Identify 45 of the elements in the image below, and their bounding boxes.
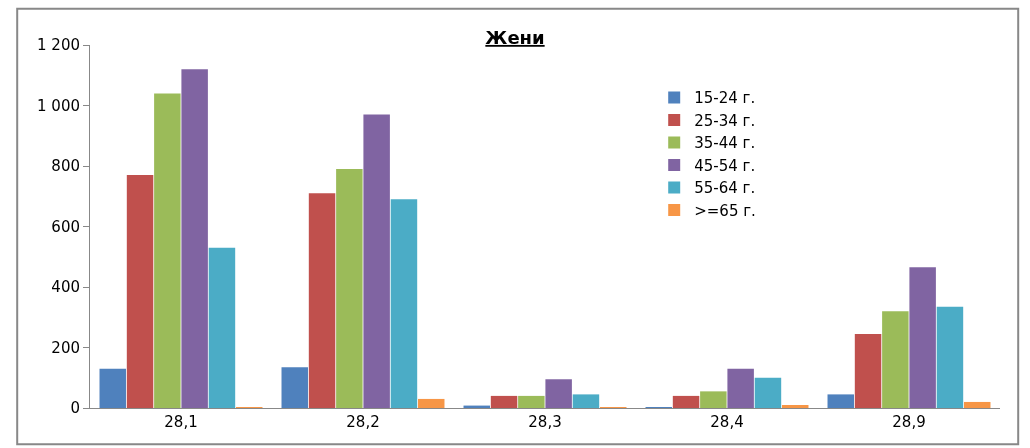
bar xyxy=(181,69,208,408)
legend-label: 45-54 г. xyxy=(694,156,756,175)
bar xyxy=(418,398,445,408)
bar xyxy=(390,199,418,408)
bar xyxy=(936,306,964,408)
legend-label: 35-44 г. xyxy=(694,134,756,153)
y-tick-label: 1 000 xyxy=(37,96,80,115)
bar xyxy=(490,395,518,408)
y-tick-label: 0 xyxy=(70,399,80,418)
bar xyxy=(909,267,936,408)
y-tick-label: 800 xyxy=(51,157,80,176)
bar xyxy=(545,379,572,408)
bar xyxy=(281,367,308,408)
bar xyxy=(754,377,782,408)
bar xyxy=(308,193,336,408)
bar xyxy=(336,169,363,408)
bar xyxy=(572,394,600,408)
y-tick-label: 600 xyxy=(51,217,80,236)
x-tick-label: 28,3 xyxy=(528,413,562,431)
chart-title: Жени xyxy=(485,26,545,48)
bar xyxy=(882,311,909,408)
bar xyxy=(854,333,882,408)
bar xyxy=(99,368,126,408)
x-tick-label: 28,2 xyxy=(346,413,380,431)
bar xyxy=(126,175,154,408)
bar xyxy=(827,394,854,408)
bar xyxy=(154,93,181,408)
bar xyxy=(782,404,809,408)
x-tick-label: 28,4 xyxy=(710,413,744,431)
bar xyxy=(700,391,727,408)
x-tick-label: 28,9 xyxy=(892,413,926,431)
bar xyxy=(672,395,700,408)
y-tick-label: 400 xyxy=(51,278,80,297)
bar xyxy=(363,114,390,408)
x-tick-label: 28,1 xyxy=(164,413,198,431)
bar xyxy=(727,368,754,408)
legend-label: 15-24 г. xyxy=(694,89,756,108)
bar xyxy=(518,395,545,408)
legend-label: 25-34 г. xyxy=(694,111,756,130)
y-tick-label: 200 xyxy=(51,338,80,357)
legend-label: >=65 г. xyxy=(694,201,756,220)
y-tick-label: 1 200 xyxy=(37,36,80,55)
bar xyxy=(964,401,991,408)
bar xyxy=(208,247,236,408)
legend-label: 55-64 г. xyxy=(694,179,756,198)
